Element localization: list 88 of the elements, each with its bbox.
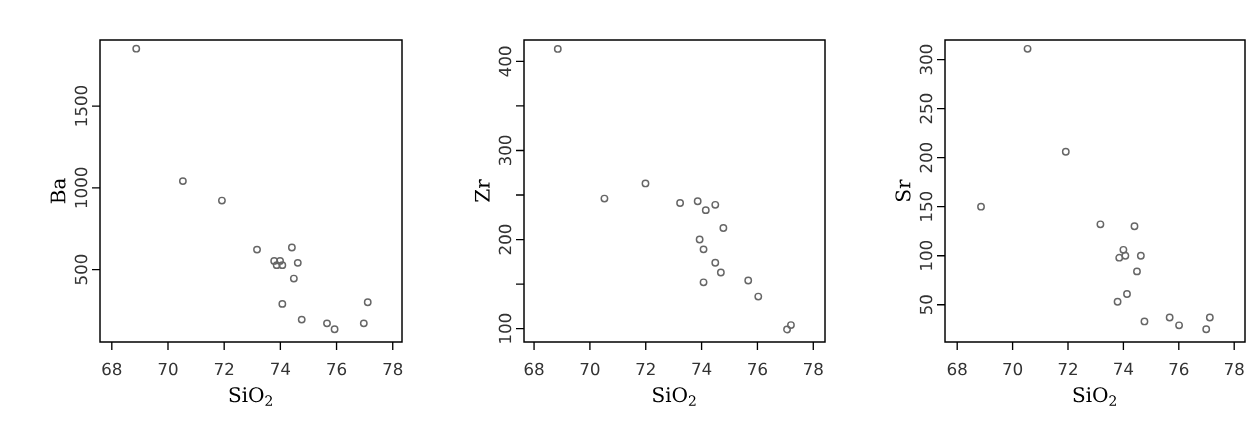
y-tick-label: 200 bbox=[919, 142, 933, 173]
x-tick-label: 76 bbox=[1169, 362, 1189, 376]
y-tick-label: 300 bbox=[919, 44, 933, 75]
point bbox=[1136, 251, 1145, 260]
x-tick-label: 72 bbox=[214, 362, 234, 376]
y-tick-label: 100 bbox=[919, 240, 933, 270]
point bbox=[278, 299, 287, 308]
point bbox=[1205, 313, 1214, 322]
point bbox=[330, 325, 339, 334]
point bbox=[695, 235, 704, 244]
point bbox=[1096, 220, 1105, 229]
point bbox=[359, 319, 368, 328]
point bbox=[553, 44, 562, 53]
point bbox=[1130, 222, 1139, 231]
point bbox=[754, 292, 763, 301]
x-tick-label: 76 bbox=[327, 362, 347, 376]
point bbox=[276, 256, 285, 265]
point bbox=[278, 261, 287, 270]
point bbox=[787, 321, 795, 330]
x-tick-label: 68 bbox=[947, 362, 967, 376]
point bbox=[641, 179, 650, 188]
x-axis-title: SiO$_{2}$ bbox=[229, 387, 272, 406]
y-tick-label: 100 bbox=[498, 313, 512, 343]
point bbox=[1140, 317, 1149, 326]
y-tick-label: 150 bbox=[919, 191, 933, 221]
x-tick-label: 78 bbox=[383, 362, 403, 376]
y-tick-label: 200 bbox=[498, 224, 512, 255]
point bbox=[699, 245, 708, 254]
x-tick-label: 68 bbox=[524, 362, 544, 376]
point bbox=[1115, 253, 1124, 262]
point bbox=[716, 268, 725, 277]
x-tick-label: 70 bbox=[580, 362, 600, 376]
y-tick-label: 1500 bbox=[74, 85, 88, 126]
y-axis-title: Sr bbox=[895, 179, 911, 201]
point bbox=[132, 44, 141, 53]
x-tick-label: 68 bbox=[102, 362, 122, 376]
y-axis-title: Ba bbox=[50, 178, 66, 204]
point bbox=[1023, 44, 1032, 53]
point bbox=[1119, 245, 1128, 254]
point bbox=[217, 196, 226, 205]
point bbox=[977, 202, 985, 211]
point bbox=[297, 315, 306, 324]
x-axis-title: SiO$_{2}$ bbox=[1073, 387, 1116, 406]
x-axis-title: SiO$_{2}$ bbox=[653, 387, 696, 406]
point bbox=[1121, 251, 1130, 260]
point bbox=[701, 206, 710, 215]
point bbox=[1133, 267, 1141, 276]
point bbox=[363, 298, 372, 307]
x-tick-label: 74 bbox=[1114, 362, 1134, 375]
x-tick-label: 70 bbox=[158, 362, 178, 376]
point bbox=[253, 245, 261, 254]
x-tick-label: 74 bbox=[692, 362, 712, 375]
y-tick-label: 250 bbox=[919, 93, 933, 124]
y-tick-label: 400 bbox=[498, 46, 512, 77]
y-tick-label: 300 bbox=[498, 135, 512, 166]
point bbox=[783, 325, 791, 334]
x-tick-label: 78 bbox=[804, 362, 823, 376]
point bbox=[676, 199, 685, 207]
point bbox=[323, 319, 331, 328]
point bbox=[1175, 321, 1184, 330]
point bbox=[711, 200, 720, 209]
y-tick-label: 50 bbox=[919, 295, 933, 315]
point bbox=[1165, 313, 1174, 322]
x-tick-label: 72 bbox=[636, 362, 655, 376]
point bbox=[270, 256, 279, 265]
x-tick-label: 76 bbox=[748, 362, 767, 376]
point bbox=[1202, 325, 1211, 334]
point bbox=[719, 224, 728, 232]
y-tick-label: 1000 bbox=[74, 167, 88, 208]
point bbox=[293, 258, 302, 267]
y-tick-label: 500 bbox=[74, 254, 88, 285]
point bbox=[1061, 147, 1070, 156]
point bbox=[289, 274, 298, 283]
point bbox=[693, 197, 702, 206]
y-axis-title: Zr bbox=[474, 179, 490, 202]
point bbox=[600, 194, 609, 203]
x-tick-label: 72 bbox=[1058, 362, 1077, 376]
x-tick-label: 74 bbox=[271, 362, 291, 375]
point bbox=[711, 258, 720, 267]
point bbox=[1123, 290, 1131, 298]
x-tick-label: 70 bbox=[1003, 362, 1023, 376]
point bbox=[699, 278, 708, 287]
point bbox=[272, 261, 281, 270]
point bbox=[287, 243, 296, 252]
point bbox=[1113, 297, 1122, 306]
point bbox=[178, 177, 187, 186]
x-tick-label: 78 bbox=[1224, 362, 1244, 376]
point bbox=[744, 276, 753, 285]
